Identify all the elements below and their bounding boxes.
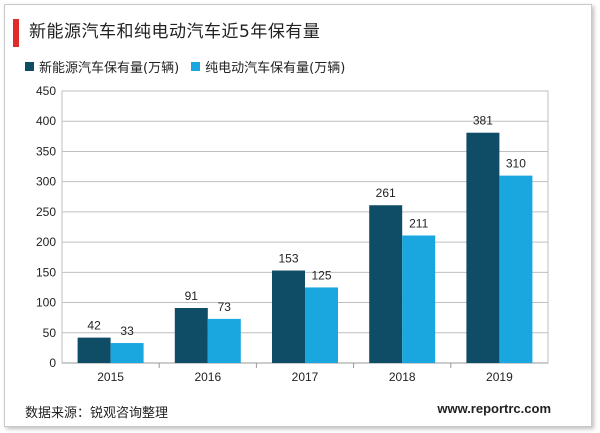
- bar-series-1-2017: [272, 270, 305, 363]
- y-tick-label: 0: [49, 356, 56, 370]
- x-tick-label: 2016: [194, 370, 221, 384]
- legend-item-series-1: 新能源汽车保有量(万辆): [25, 57, 179, 76]
- bar-series-2-2016: [207, 318, 241, 363]
- y-tick-label: 150: [36, 265, 56, 279]
- data-label-series-2-2017: 125: [311, 268, 331, 282]
- y-tick-label: 450: [36, 84, 56, 98]
- bar-series-2-2017: [305, 287, 338, 363]
- legend-item-series-2: 纯电动汽车保有量(万辆): [191, 57, 345, 76]
- data-label-series-2-2015: 33: [120, 324, 134, 338]
- bar-series-1-2015: [77, 337, 111, 363]
- y-tick-label: 300: [36, 175, 56, 189]
- website-link[interactable]: www.reportrc.com: [437, 401, 551, 416]
- legend-swatch-series-1: [25, 62, 34, 71]
- bar-series-1-2018: [369, 205, 403, 363]
- y-tick-label: 250: [36, 205, 56, 219]
- data-label-series-2-2016: 73: [218, 300, 232, 314]
- data-label-series-1-2015: 42: [87, 319, 101, 333]
- bar-series-2-2018: [402, 235, 436, 363]
- x-tick-label: 2018: [389, 370, 416, 384]
- legend-label-series-2: 纯电动汽车保有量(万辆): [205, 61, 346, 76]
- legend-swatch-series-2: [191, 62, 201, 71]
- bar-series-1-2019: [466, 132, 500, 363]
- data-label-series-1-2018: 261: [376, 186, 396, 200]
- x-tick-label: 2019: [486, 370, 513, 384]
- y-tick-label: 400: [36, 114, 56, 128]
- x-tick-label: 2015: [97, 370, 124, 384]
- data-label-series-2-2018: 211: [409, 216, 428, 230]
- data-label-series-1-2017: 153: [278, 252, 298, 266]
- legend-label-series-1: 新能源汽车保有量(万辆): [39, 61, 180, 76]
- data-label-series-1-2019: 381: [473, 114, 493, 128]
- chart-title: 新能源汽车和纯电动汽车近5年保有量: [29, 22, 321, 42]
- bar-series-2-2019: [499, 175, 533, 363]
- y-tick-label: 200: [36, 235, 56, 249]
- title-accent-bar: [13, 19, 19, 47]
- y-tick-label: 50: [43, 326, 57, 340]
- data-label-series-1-2016: 91: [185, 289, 199, 303]
- y-tick-label: 100: [36, 296, 56, 310]
- y-tick-label: 350: [36, 144, 56, 158]
- bar-series-1-2016: [174, 307, 208, 363]
- data-source-note: 数据来源：锐观咨询整理: [25, 406, 169, 421]
- x-tick-label: 2017: [292, 370, 319, 384]
- bar-series-2-2015: [110, 343, 144, 363]
- data-label-series-2-2019: 310: [506, 157, 526, 171]
- legend: 新能源汽车保有量(万辆) 纯电动汽车保有量(万辆): [25, 57, 357, 76]
